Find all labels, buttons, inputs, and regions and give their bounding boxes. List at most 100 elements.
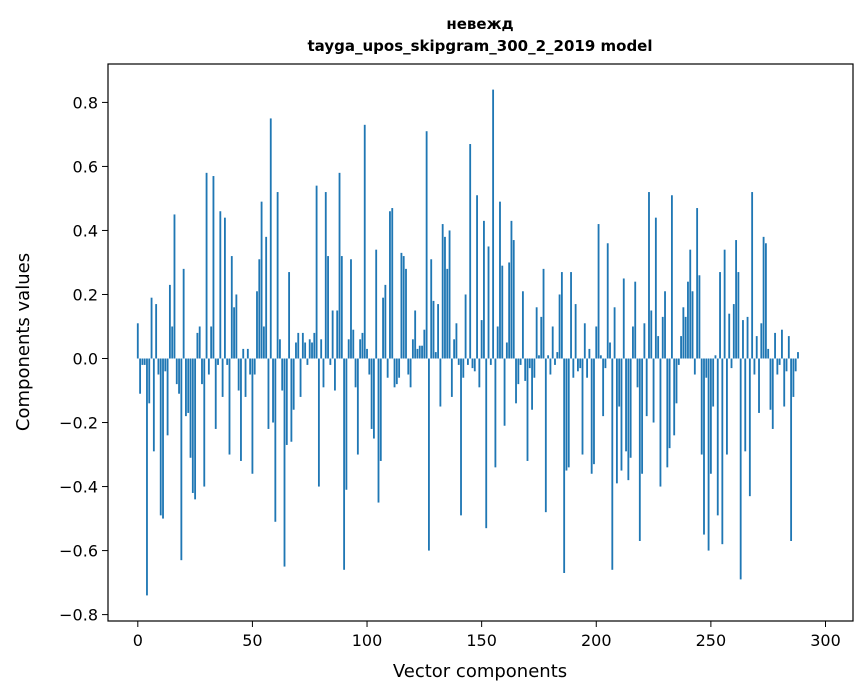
bar xyxy=(356,358,359,455)
bar xyxy=(583,323,586,359)
bar xyxy=(712,358,715,407)
x-tick-label: 50 xyxy=(242,631,262,650)
bar xyxy=(570,272,572,359)
bar xyxy=(334,358,336,391)
bar xyxy=(634,281,637,359)
bar xyxy=(457,358,460,365)
bar xyxy=(494,358,497,468)
bar xyxy=(343,358,346,570)
bar xyxy=(586,358,589,378)
bar xyxy=(279,339,281,359)
bar xyxy=(579,358,582,369)
bar xyxy=(405,268,407,359)
x-tick-label: 150 xyxy=(466,631,497,650)
bar xyxy=(698,275,701,359)
bar xyxy=(466,358,469,365)
bar xyxy=(269,118,272,359)
bar xyxy=(581,358,584,455)
bar xyxy=(742,320,744,359)
bar xyxy=(508,262,511,359)
bar xyxy=(654,217,657,359)
bar xyxy=(489,358,492,365)
bar xyxy=(670,195,673,359)
bar xyxy=(363,124,366,359)
bar xyxy=(336,310,339,359)
bar xyxy=(450,358,453,397)
bar xyxy=(762,236,765,359)
bar xyxy=(409,358,412,388)
bars-group xyxy=(136,89,799,596)
bar xyxy=(428,358,430,551)
x-tick-label: 200 xyxy=(581,631,612,650)
bar xyxy=(242,348,245,359)
bar xyxy=(510,220,513,359)
bar xyxy=(648,192,650,359)
bar xyxy=(460,358,462,516)
bar xyxy=(714,355,717,359)
bar xyxy=(372,358,375,439)
bar xyxy=(418,345,421,359)
bar xyxy=(519,358,522,365)
bar xyxy=(797,352,799,359)
bar xyxy=(531,358,533,410)
bar xyxy=(726,358,728,455)
bar xyxy=(317,358,320,487)
bar xyxy=(368,358,371,375)
bar xyxy=(214,358,217,429)
bar xyxy=(203,358,206,487)
bar xyxy=(471,358,474,369)
bar xyxy=(528,358,531,369)
bar xyxy=(430,259,433,359)
bar xyxy=(185,358,187,417)
bar xyxy=(414,310,417,359)
bar xyxy=(226,358,229,365)
bar xyxy=(391,208,394,359)
bar xyxy=(680,336,682,359)
y-tick-label: −0.4 xyxy=(59,478,98,497)
bar xyxy=(350,259,352,359)
bar xyxy=(398,358,401,378)
bar xyxy=(150,297,153,359)
bar xyxy=(755,336,758,359)
bar xyxy=(352,329,355,359)
bar xyxy=(375,249,378,359)
bar xyxy=(256,291,258,359)
chart-title: невежд xyxy=(446,15,513,33)
bar xyxy=(173,214,176,359)
bar xyxy=(721,358,724,545)
bar xyxy=(751,192,754,359)
bar xyxy=(272,358,274,423)
bar xyxy=(675,358,678,404)
bar xyxy=(168,284,171,359)
bar xyxy=(240,358,242,461)
bar xyxy=(434,352,437,359)
bar xyxy=(189,358,192,458)
bar xyxy=(748,358,751,497)
bar xyxy=(492,89,495,359)
bar xyxy=(657,336,660,359)
bar xyxy=(164,358,167,372)
bar xyxy=(338,172,341,359)
bar xyxy=(517,358,520,385)
bar xyxy=(453,339,456,359)
bar xyxy=(636,358,639,388)
bar xyxy=(159,358,162,516)
bar xyxy=(716,358,719,516)
bar xyxy=(787,336,790,359)
bar xyxy=(499,201,501,359)
bar xyxy=(166,358,169,436)
bar xyxy=(512,240,515,359)
bar xyxy=(691,291,694,359)
bar xyxy=(347,339,350,359)
bar xyxy=(276,192,279,359)
bar xyxy=(590,358,593,474)
bar xyxy=(478,358,481,388)
bar xyxy=(448,230,451,359)
bar xyxy=(684,316,687,359)
bar xyxy=(327,256,329,359)
bar xyxy=(235,294,238,359)
bar xyxy=(769,358,772,410)
bar xyxy=(602,358,605,417)
bar xyxy=(400,252,403,359)
